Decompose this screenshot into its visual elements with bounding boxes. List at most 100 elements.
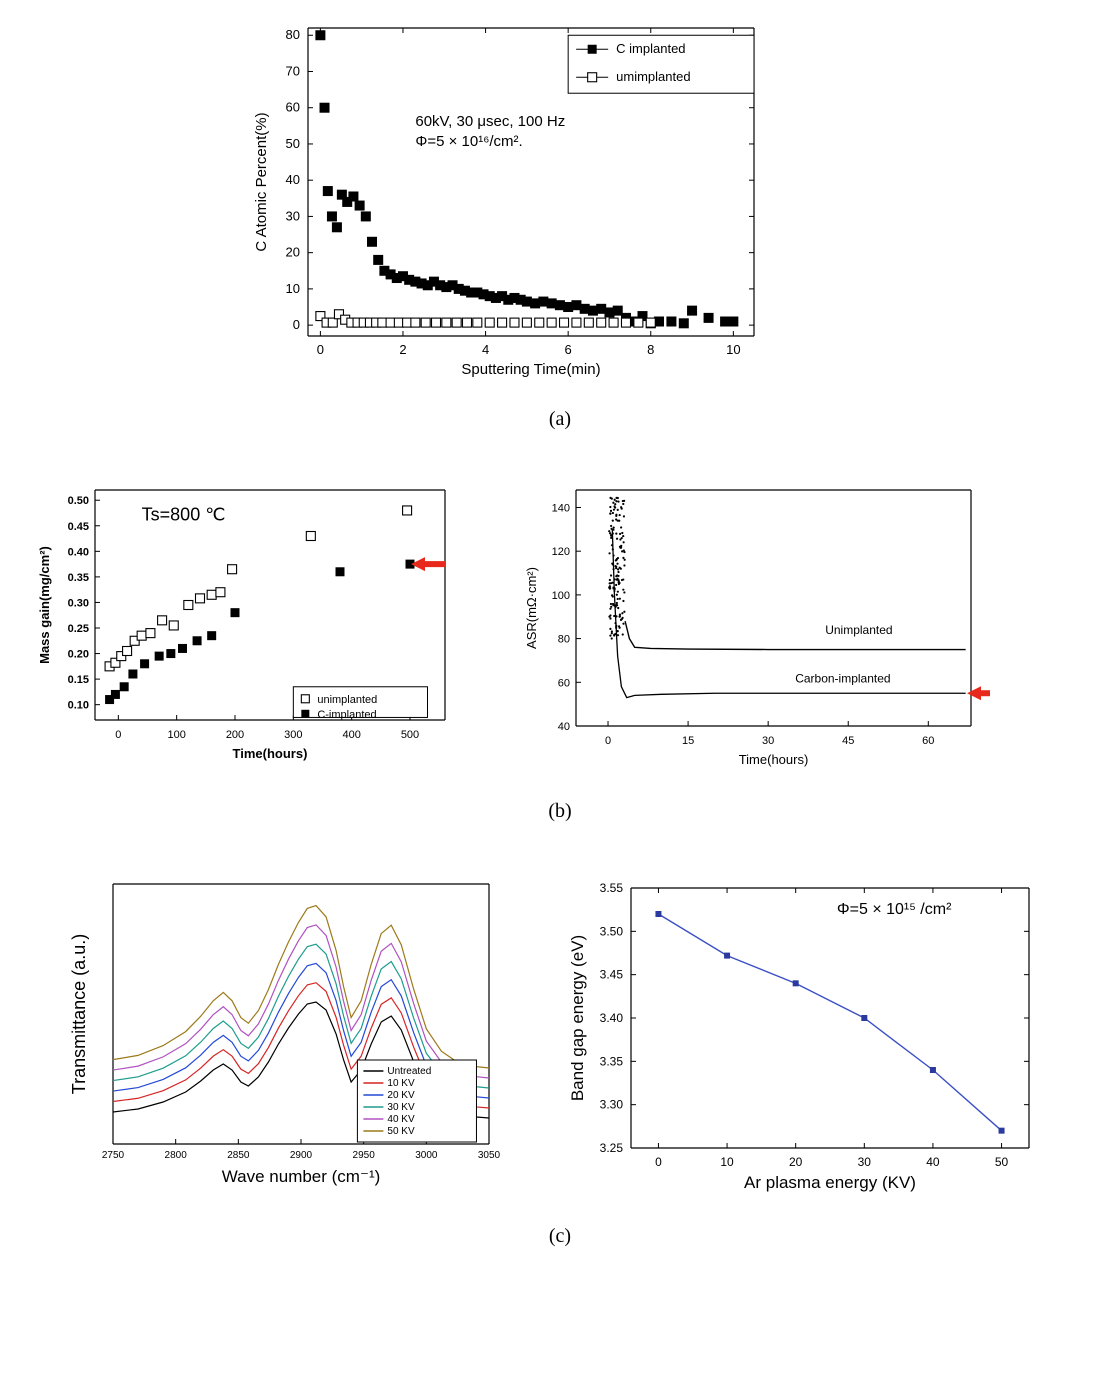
chart-c-right: 0 10 20 30 40 50 Ar plasma energy (KV) 3.25 3.30…: [555, 870, 1055, 1200]
svg-text:30: 30: [762, 735, 774, 747]
svg-text:30: 30: [858, 1155, 872, 1169]
panel-b-left: 0 100 200 300 400 500 Time(hours) 0.10 0.15 0.20 0…: [25, 475, 465, 775]
chart-a: 0 2 4 6 8 10 Sputtering Time(min) 0 10 20 30 40 50 60…: [230, 10, 790, 390]
svg-text:0: 0: [293, 317, 300, 332]
svg-text:3.40: 3.40: [600, 1011, 624, 1025]
svg-text:100: 100: [167, 729, 185, 741]
svg-text:3000: 3000: [415, 1150, 438, 1161]
svg-text:200: 200: [226, 729, 244, 741]
svg-text:400: 400: [342, 729, 360, 741]
svg-text:3.50: 3.50: [600, 924, 624, 938]
svg-text:8: 8: [647, 342, 654, 357]
svg-text:C implanted: C implanted: [616, 41, 685, 56]
svg-text:C Atomic Percent(%): C Atomic Percent(%): [253, 112, 270, 251]
svg-text:2: 2: [399, 342, 406, 357]
svg-text:10 KV: 10 KV: [387, 1078, 415, 1089]
svg-text:50: 50: [995, 1155, 1009, 1169]
svg-text:120: 120: [552, 546, 570, 558]
svg-text:140: 140: [552, 502, 570, 514]
svg-text:0: 0: [115, 729, 121, 741]
svg-text:0.15: 0.15: [68, 674, 89, 686]
svg-text:0: 0: [605, 735, 611, 747]
svg-text:60: 60: [558, 677, 570, 689]
svg-text:20: 20: [286, 245, 300, 260]
svg-text:500: 500: [401, 729, 419, 741]
svg-text:10: 10: [720, 1155, 734, 1169]
svg-text:3.35: 3.35: [600, 1054, 624, 1068]
svg-text:2850: 2850: [227, 1150, 250, 1161]
svg-text:40: 40: [558, 721, 570, 733]
svg-text:3.55: 3.55: [600, 881, 624, 895]
svg-text:60: 60: [286, 100, 300, 115]
svg-text:10: 10: [286, 281, 300, 296]
svg-text:0: 0: [317, 342, 324, 357]
svg-text:Φ=5 × 10¹⁵ /cm²: Φ=5 × 10¹⁵ /cm²: [837, 901, 952, 918]
svg-text:10: 10: [726, 342, 740, 357]
svg-text:Untreated: Untreated: [387, 1066, 431, 1077]
sublabel-c: (c): [0, 1225, 1120, 1248]
svg-text:50 KV: 50 KV: [387, 1126, 415, 1137]
svg-text:30: 30: [286, 208, 300, 223]
svg-text:0.20: 0.20: [68, 649, 89, 661]
svg-text:0.40: 0.40: [68, 546, 89, 558]
sublabel-a: (a): [0, 408, 1120, 431]
svg-text:Ar plasma energy (KV): Ar plasma energy (KV): [744, 1173, 916, 1192]
svg-text:Mass gain(mg/cm²): Mass gain(mg/cm²): [37, 546, 52, 664]
svg-text:Carbon-implanted: Carbon-implanted: [795, 671, 890, 685]
svg-text:60: 60: [922, 735, 934, 747]
panel-a: 0 2 4 6 8 10 Sputtering Time(min) 0 10 20 30 40 50 60…: [230, 10, 790, 390]
svg-text:40: 40: [926, 1155, 940, 1169]
svg-text:2800: 2800: [165, 1150, 188, 1161]
svg-text:umimplanted: umimplanted: [616, 69, 690, 84]
svg-text:Φ=5 × 10¹⁶/cm².: Φ=5 × 10¹⁶/cm².: [415, 133, 522, 150]
svg-text:3050: 3050: [478, 1150, 501, 1161]
svg-text:60kV, 30 μsec, 100 Hz: 60kV, 30 μsec, 100 Hz: [415, 113, 565, 130]
svg-text:Band gap energy (eV): Band gap energy (eV): [568, 935, 587, 1101]
svg-text:ASR(mΩ·cm²): ASR(mΩ·cm²): [524, 567, 539, 649]
svg-text:3.25: 3.25: [600, 1141, 624, 1155]
svg-text:Time(hours): Time(hours): [739, 752, 809, 767]
svg-text:0: 0: [655, 1155, 662, 1169]
svg-text:4: 4: [482, 342, 489, 357]
svg-text:0.25: 0.25: [68, 623, 89, 635]
svg-text:3.45: 3.45: [600, 968, 624, 982]
svg-text:0.10: 0.10: [68, 700, 89, 712]
panel-c-right: 0 10 20 30 40 50 Ar plasma energy (KV) 3.25 3.30…: [555, 870, 1055, 1200]
svg-text:0.50: 0.50: [68, 495, 89, 507]
svg-text:40: 40: [286, 172, 300, 187]
svg-text:80: 80: [558, 634, 570, 646]
svg-text:unimplanted: unimplanted: [317, 694, 377, 706]
svg-text:Transmittance (a.u.): Transmittance (a.u.): [69, 934, 89, 1094]
svg-text:80: 80: [286, 27, 300, 42]
svg-text:0.30: 0.30: [68, 597, 89, 609]
svg-text:30 KV: 30 KV: [387, 1102, 415, 1113]
sublabel-b: (b): [0, 800, 1120, 823]
svg-text:C-implanted: C-implanted: [317, 709, 376, 721]
chart-c-left: 2750 2800 2850 2900 2950 3000 3050 Wave number …: [45, 870, 505, 1200]
svg-text:2900: 2900: [290, 1150, 313, 1161]
svg-text:Ts=800 ℃: Ts=800 ℃: [142, 505, 226, 525]
svg-text:2950: 2950: [353, 1150, 376, 1161]
svg-text:3.30: 3.30: [600, 1098, 624, 1112]
svg-text:45: 45: [842, 735, 854, 747]
svg-text:Wave number (cm⁻¹): Wave number (cm⁻¹): [222, 1167, 381, 1186]
svg-text:6: 6: [565, 342, 572, 357]
svg-text:70: 70: [286, 63, 300, 78]
svg-text:50: 50: [286, 136, 300, 151]
svg-text:20 KV: 20 KV: [387, 1090, 415, 1101]
svg-text:20: 20: [789, 1155, 803, 1169]
chart-b-left: 0 100 200 300 400 500 Time(hours) 0.10 0.15 0.20 0…: [25, 475, 465, 775]
svg-text:40 KV: 40 KV: [387, 1114, 415, 1125]
svg-text:100: 100: [552, 590, 570, 602]
panel-b-right: 0 15 30 45 60 Time(hours) 40 60 80 100 120 140 ASR(m…: [510, 475, 990, 775]
svg-text:0.35: 0.35: [68, 572, 89, 584]
svg-text:300: 300: [284, 729, 302, 741]
panel-c-left: 2750 2800 2850 2900 2950 3000 3050 Wave number …: [45, 870, 505, 1200]
svg-text:2750: 2750: [102, 1150, 125, 1161]
svg-text:Time(hours): Time(hours): [233, 746, 308, 761]
svg-text:Sputtering Time(min): Sputtering Time(min): [461, 361, 600, 378]
svg-text:15: 15: [682, 735, 694, 747]
chart-b-right: 0 15 30 45 60 Time(hours) 40 60 80 100 120 140 ASR(m…: [510, 475, 990, 775]
svg-text:0.45: 0.45: [68, 521, 89, 533]
svg-text:Unimplanted: Unimplanted: [825, 623, 892, 637]
